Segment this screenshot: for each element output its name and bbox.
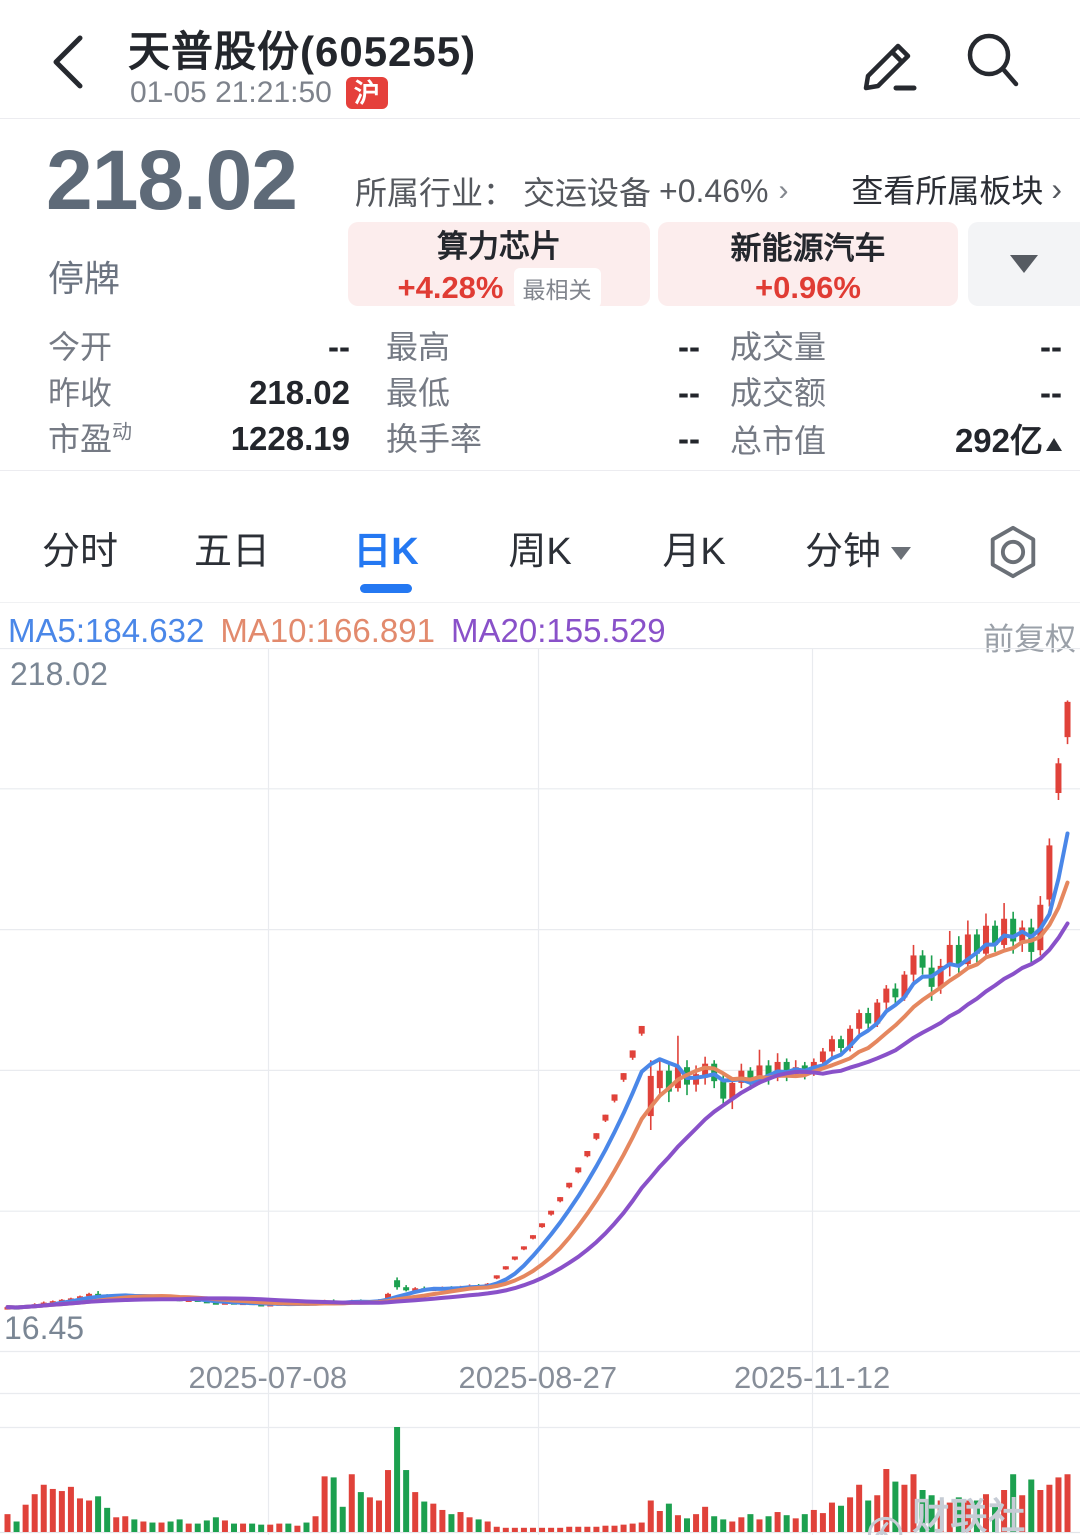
tab-monthly-k[interactable]: 月K [662,531,726,573]
last-price: 218.02 [46,133,298,227]
ma5-label: MA5:184.632 [8,612,205,649]
chart-settings-icon[interactable] [984,522,1042,582]
triangle-down-icon [1010,255,1038,273]
stat-label: 成交量 [730,329,827,365]
trading-status: 停牌 [48,258,121,299]
adjust-mode-label[interactable]: 前复权 [983,622,1076,657]
view-sector-label: 查看所属板块 [851,173,1044,209]
tabs-divider [0,602,1080,603]
stat-label: 昨收 [48,375,113,411]
tab-weekly-k[interactable]: 周K [508,531,572,573]
most-related-tag: 最相关 [513,267,601,308]
stat-label-pe: 市盈动 [48,421,133,457]
stat-value: 218.02 [249,374,350,411]
stat-value: -- [678,420,700,457]
y-axis-max-label: 218.02 [10,656,108,692]
sector-chip-change: +4.28% [397,269,504,305]
header-divider [0,118,1080,119]
industry-change: +0.46% [659,172,769,209]
triangle-down-icon [891,547,912,560]
stat-label: 换手率 [386,421,483,457]
back-icon[interactable] [40,30,100,94]
stat-label: 最高 [386,329,451,365]
stat-label: 总市值 [730,423,827,459]
stat-value-marketcap[interactable]: 292亿 [955,414,1062,462]
tab-five-day[interactable]: 五日 [193,531,271,573]
x-axis-tick: 2025-08-27 [458,1360,618,1395]
stat-label: 成交额 [730,375,827,411]
stat-label: 最低 [386,375,451,411]
sector-chip-name: 新能源汽车 [730,230,886,266]
view-sector-link[interactable]: 查看所属板块 › [851,166,1062,212]
stats-divider [0,470,1080,471]
tab-daily-k[interactable]: 日K [353,531,419,573]
related-sector-chip[interactable]: 新能源汽车 +0.96% [658,222,958,306]
stat-value: -- [1040,328,1062,365]
ma20-label: MA20:155.529 [450,612,666,649]
chevron-right-icon: › [778,174,789,207]
kline-canvas[interactable] [0,647,1080,1535]
search-icon[interactable] [962,28,1022,92]
chevron-right-icon: › [1051,170,1062,207]
stat-value: -- [1040,374,1062,411]
active-tab-underline [360,584,412,593]
stat-label: 今开 [48,329,113,365]
tab-minute-chart[interactable]: 分时 [41,531,119,573]
cailianshe-logo-icon [867,1516,903,1535]
quote-time-row: 01-05 21:21:50 沪 [130,76,388,110]
x-axis-tick: 2025-07-08 [188,1360,348,1395]
stat-value: -- [328,328,350,365]
industry-row[interactable]: 所属行业： 交运设备 +0.46% › [355,168,788,214]
ma-legend: MA5:184.632 MA10:166.891 MA20:155.529 [8,612,666,650]
stat-value: -- [678,374,700,411]
quote-timestamp: 01-05 21:21:50 [130,76,332,109]
expand-triangle-icon [1046,438,1062,451]
industry-name: 交运设备 [523,175,652,211]
market-badge: 沪 [345,77,388,109]
app-watermark: 财联社APP [866,1486,1080,1535]
edit-icon[interactable] [858,28,918,92]
sector-chip-change: +0.96% [754,269,861,305]
y-axis-min-label: 16.45 [4,1310,85,1346]
ma10-label: MA10:166.891 [220,612,435,649]
x-axis-tick: 2025-11-12 [734,1360,891,1395]
watermark-text: 财联社APP [912,1496,1027,1535]
page-title: 天普股份(605255) [128,28,477,75]
related-sector-chip[interactable]: 算力芯片 +4.28% 最相关 [348,222,650,308]
industry-label: 所属行业： [355,175,516,211]
stat-value: -- [678,328,700,365]
expand-sectors-button[interactable] [968,222,1080,306]
stat-value: 1228.19 [230,420,350,457]
tab-minutes-dropdown[interactable]: 分钟 [805,520,912,575]
sector-chip-name: 算力芯片 [437,228,561,264]
kline-chart[interactable]: 218.02 16.45 2025-07-08 2025-08-27 2025-… [0,647,1080,1535]
